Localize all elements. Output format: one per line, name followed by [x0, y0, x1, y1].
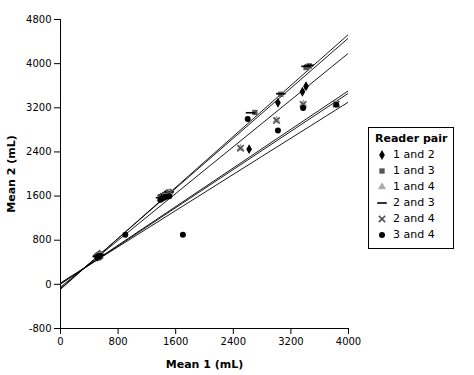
- svg-text:2400: 2400: [26, 146, 51, 157]
- html-text:1 and 2: 1 and 2: [393, 148, 435, 161]
- svg-text:Mean 1 (mL): Mean 1 (mL): [166, 358, 244, 371]
- svg-text:3200: 3200: [26, 102, 51, 113]
- svg-text:4000: 4000: [26, 58, 51, 69]
- svg-text:4800: 4800: [26, 14, 51, 25]
- svg-text:3200: 3200: [278, 336, 303, 347]
- svg-text:4000: 4000: [336, 336, 361, 347]
- html-text:Reader pair: Reader pair: [375, 131, 448, 145]
- svg-text:1600: 1600: [26, 190, 51, 201]
- html-text:3 and 4: 3 and 4: [393, 228, 435, 241]
- svg-text:-800: -800: [29, 323, 52, 334]
- html-text:2 and 4: 2 and 4: [393, 212, 435, 225]
- html-text:1 and 4: 1 and 4: [393, 180, 435, 193]
- html-text:1 and 3: 1 and 3: [393, 164, 435, 177]
- svg-text:2400: 2400: [221, 336, 246, 347]
- svg-text:800: 800: [32, 234, 51, 245]
- svg-text:800: 800: [109, 336, 128, 347]
- svg-text:0: 0: [57, 336, 63, 347]
- svg-text:1600: 1600: [163, 336, 188, 347]
- html-text:2 and 3: 2 and 3: [393, 196, 435, 209]
- svg-text:0: 0: [45, 279, 51, 290]
- svg-text:Mean 2 (mL): Mean 2 (mL): [5, 135, 18, 213]
